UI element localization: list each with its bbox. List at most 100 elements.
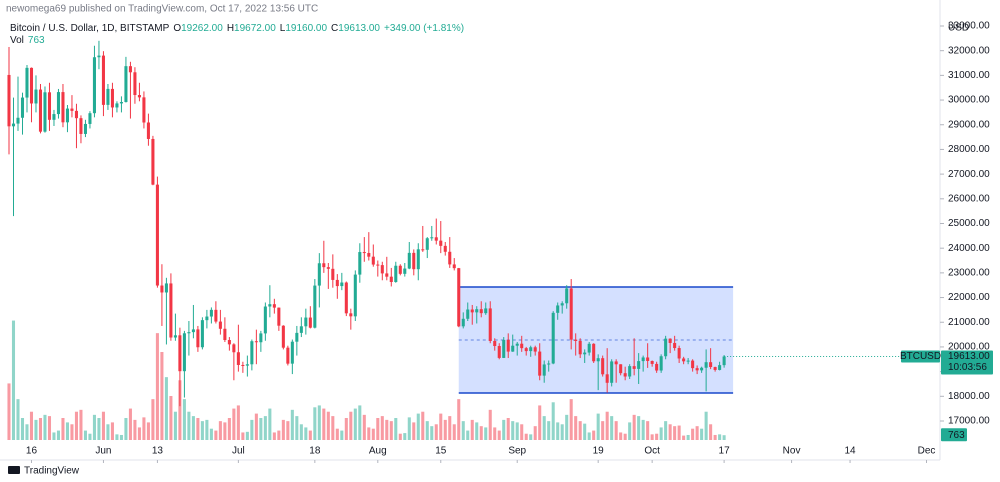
candle-body	[398, 265, 402, 274]
candle-body	[16, 117, 20, 124]
candle-body	[115, 103, 119, 108]
volume-bar	[259, 418, 263, 440]
candle-body	[479, 309, 483, 314]
candle-body	[250, 341, 254, 365]
candle-body	[619, 364, 623, 374]
ohlc-value: 19262.00	[181, 23, 223, 34]
volume-bar	[700, 428, 704, 440]
candle-body	[592, 343, 596, 362]
volume-bar	[7, 383, 11, 440]
candle-body	[65, 108, 69, 123]
candle-body	[371, 256, 375, 265]
candle-body	[722, 356, 726, 366]
volume-bar	[542, 416, 546, 440]
candle-body	[704, 362, 708, 368]
candle-body	[358, 252, 362, 275]
volume-bar	[484, 427, 488, 440]
volume-bar	[97, 418, 101, 440]
volume-bar	[695, 426, 699, 440]
volume-bar	[79, 409, 83, 440]
x-tick-label: 16	[26, 446, 38, 457]
y-tick-label: 24000.00	[948, 243, 990, 254]
volume-bar	[245, 431, 249, 440]
volume-bar	[281, 419, 285, 440]
candle-body	[245, 364, 249, 366]
volume-bar	[92, 414, 96, 440]
candle-body	[718, 365, 722, 370]
candle-body	[587, 343, 591, 353]
candle-body	[443, 245, 447, 252]
candle-body	[713, 367, 717, 370]
candle-body	[322, 263, 326, 268]
candle-body	[106, 88, 110, 105]
candle-body	[128, 66, 132, 73]
candle-body	[110, 88, 114, 108]
candle-body	[191, 329, 195, 333]
candle-body	[254, 341, 258, 343]
candle-body	[344, 282, 348, 314]
volume-bar	[34, 419, 38, 440]
volume-bar	[551, 402, 555, 440]
candle-body	[353, 274, 357, 317]
volume-bar	[619, 432, 623, 440]
candle-body	[101, 55, 105, 105]
candle-body	[583, 352, 587, 355]
volume-bar	[25, 424, 29, 440]
candle-body	[160, 285, 164, 293]
candle-body	[11, 123, 16, 127]
ohlc-key: O	[173, 23, 181, 34]
candle-body	[506, 339, 510, 352]
volume-bar	[502, 419, 506, 440]
volume-bar	[520, 424, 524, 440]
candle-body	[682, 358, 686, 362]
candle-body	[29, 67, 34, 104]
volume-bar	[56, 430, 60, 440]
candle-body	[569, 288, 573, 340]
candle-body	[709, 362, 713, 368]
last-price-countdown: 10:03:56	[948, 362, 987, 373]
candle-body	[470, 309, 474, 313]
x-tick-label: Nov	[783, 446, 801, 457]
candle-body	[286, 347, 290, 364]
ohlc-value: 19160.00	[285, 23, 327, 34]
candle-body	[223, 328, 227, 341]
volume-bar	[538, 405, 542, 440]
volume-bar	[326, 411, 330, 440]
candle-body	[673, 342, 677, 349]
volume-bar	[308, 430, 312, 440]
volume-bar	[155, 333, 159, 440]
volume-bar	[61, 418, 65, 440]
volume-bar	[250, 419, 254, 440]
ohlc-key: H	[227, 23, 234, 34]
y-tick-label: 23000.00	[948, 268, 990, 279]
volume-bar	[358, 405, 362, 440]
volume-bar	[682, 435, 686, 440]
candle-body	[448, 251, 452, 265]
candle-body	[83, 123, 87, 134]
volume-bar	[353, 408, 357, 440]
volume-bar	[110, 422, 114, 440]
volume-bar	[533, 426, 537, 440]
candle-body	[560, 303, 564, 306]
candle-body	[218, 321, 222, 329]
candle-body	[47, 92, 52, 120]
volume-bar	[376, 418, 380, 440]
candle-body	[263, 306, 267, 334]
candle-body	[700, 367, 704, 371]
volume-bar	[128, 408, 132, 440]
volume-bar	[137, 427, 141, 440]
volume-bar	[493, 427, 497, 440]
candle-body	[646, 357, 650, 361]
candle-body	[529, 347, 533, 352]
volume-bar	[223, 422, 227, 440]
candle-body	[236, 352, 240, 365]
volume-bar	[614, 421, 618, 440]
candle-body	[200, 320, 204, 348]
ohlc-value: 19672.00	[234, 23, 276, 34]
candle-body	[686, 360, 690, 362]
candle-body	[326, 267, 330, 269]
volume-bar	[394, 418, 398, 440]
volume-bar	[133, 419, 137, 440]
volume-bar	[434, 424, 438, 440]
